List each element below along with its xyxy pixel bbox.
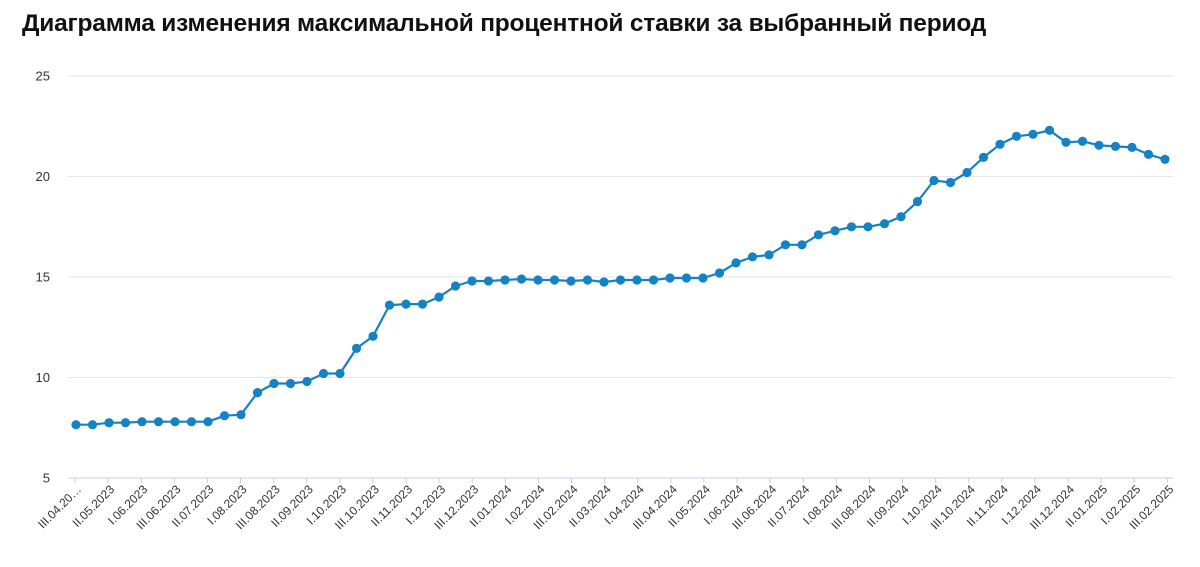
y-tick-label: 25 bbox=[36, 69, 50, 84]
data-point bbox=[302, 376, 312, 387]
data-point bbox=[384, 300, 395, 310]
data-point bbox=[137, 417, 147, 427]
data-point bbox=[797, 240, 807, 250]
data-point bbox=[533, 275, 543, 285]
data-point bbox=[1160, 154, 1170, 164]
data-point bbox=[615, 275, 626, 285]
data-point bbox=[467, 276, 477, 286]
data-point bbox=[599, 277, 609, 287]
data-point bbox=[104, 418, 114, 428]
data-point bbox=[978, 152, 989, 162]
data-point bbox=[401, 299, 411, 309]
x-axis: III.04.20…II.05.2023I.06.2023III.06.2023… bbox=[35, 478, 1177, 532]
data-point bbox=[483, 276, 494, 286]
data-point bbox=[153, 417, 164, 427]
data-point bbox=[1143, 149, 1154, 159]
data-point bbox=[87, 420, 98, 430]
data-point bbox=[830, 226, 840, 236]
data-point bbox=[714, 268, 725, 278]
data-point bbox=[1110, 141, 1121, 151]
data-point bbox=[945, 177, 956, 188]
data-point bbox=[252, 388, 263, 398]
data-point bbox=[516, 274, 527, 284]
data-point bbox=[632, 275, 642, 285]
data-point bbox=[120, 418, 131, 428]
data-point bbox=[368, 331, 378, 341]
data-point bbox=[1077, 136, 1088, 146]
data-point bbox=[1011, 131, 1022, 141]
data-point bbox=[1094, 140, 1104, 150]
data-point bbox=[1061, 137, 1071, 147]
plot-area bbox=[71, 125, 1170, 430]
data-point bbox=[203, 417, 213, 427]
data-point bbox=[995, 139, 1005, 149]
data-point bbox=[434, 292, 444, 302]
data-point bbox=[896, 212, 906, 222]
data-point bbox=[863, 222, 873, 232]
data-point bbox=[335, 368, 345, 379]
data-point bbox=[731, 258, 741, 268]
data-point bbox=[962, 167, 972, 178]
data-point bbox=[566, 276, 576, 286]
data-point bbox=[813, 230, 824, 240]
data-point bbox=[912, 197, 923, 207]
data-point bbox=[318, 368, 329, 379]
data-point bbox=[780, 240, 791, 250]
data-point bbox=[71, 420, 81, 430]
data-point bbox=[879, 219, 890, 229]
data-point bbox=[549, 275, 560, 285]
y-tick-label: 20 bbox=[36, 169, 50, 184]
data-point bbox=[648, 275, 659, 285]
y-tick-label: 5 bbox=[43, 471, 50, 486]
data-point bbox=[417, 299, 428, 309]
chart-title: Диаграмма изменения максимальной процент… bbox=[22, 10, 987, 37]
data-point bbox=[929, 175, 939, 186]
data-point bbox=[500, 275, 510, 285]
data-point bbox=[285, 378, 296, 389]
data-point bbox=[764, 250, 774, 260]
data-point bbox=[846, 222, 857, 232]
data-point bbox=[269, 378, 279, 389]
data-point bbox=[351, 343, 362, 353]
data-point bbox=[1127, 142, 1137, 152]
data-point bbox=[1044, 125, 1055, 135]
data-point bbox=[219, 411, 230, 421]
data-point bbox=[1028, 129, 1038, 139]
data-point bbox=[186, 417, 197, 427]
data-point bbox=[747, 252, 758, 262]
y-axis: 5 10 15 20 25 bbox=[36, 69, 50, 486]
y-tick-label: 15 bbox=[36, 270, 50, 285]
data-point bbox=[665, 273, 675, 283]
y-tick-label: 10 bbox=[36, 370, 50, 385]
data-point bbox=[170, 417, 180, 427]
data-point bbox=[681, 273, 692, 283]
data-point bbox=[236, 410, 246, 420]
data-point bbox=[450, 281, 461, 291]
data-point bbox=[698, 273, 708, 283]
data-point bbox=[582, 275, 593, 285]
